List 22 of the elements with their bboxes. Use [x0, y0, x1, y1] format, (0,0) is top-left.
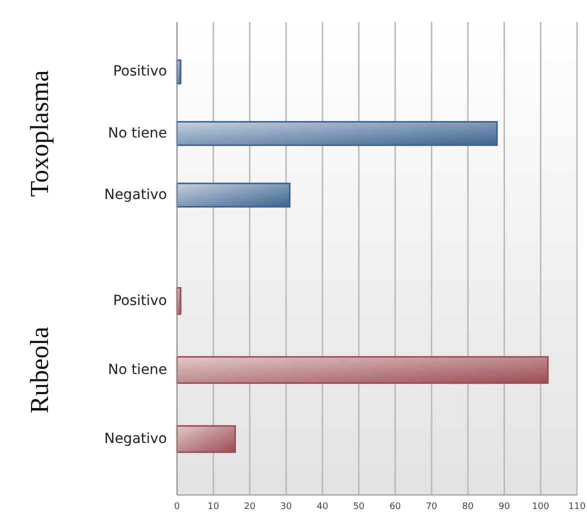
x-tick-label: 30	[280, 502, 292, 512]
y-tick-label: Positivo	[113, 64, 167, 80]
y-tick-label: Positivo	[113, 292, 167, 309]
y-axis-title: Rubeola	[24, 326, 54, 414]
y-axis-title: Toxoplasma	[24, 70, 54, 197]
y-tick-label: Negativo	[104, 186, 167, 203]
x-tick-label: 20	[244, 502, 256, 512]
x-tick-label: 90	[498, 502, 510, 512]
y-tick-label: No tiene	[108, 362, 167, 378]
bar	[176, 425, 236, 453]
x-tick-label: 40	[316, 502, 328, 512]
bar	[176, 356, 549, 384]
x-tick-label: 80	[462, 502, 474, 512]
x-tick-label: 60	[389, 502, 402, 512]
y-tick-label: Negativo	[104, 430, 167, 447]
x-tick-label: 110	[568, 502, 586, 512]
x-tick-label: 50	[353, 502, 365, 512]
x-tick-label: 10	[208, 502, 220, 512]
x-tick-label: 0	[174, 502, 180, 512]
y-tick-label: No tiene	[108, 125, 167, 142]
x-tick-label: 100	[532, 502, 550, 512]
x-tick-label: 70	[426, 502, 438, 512]
